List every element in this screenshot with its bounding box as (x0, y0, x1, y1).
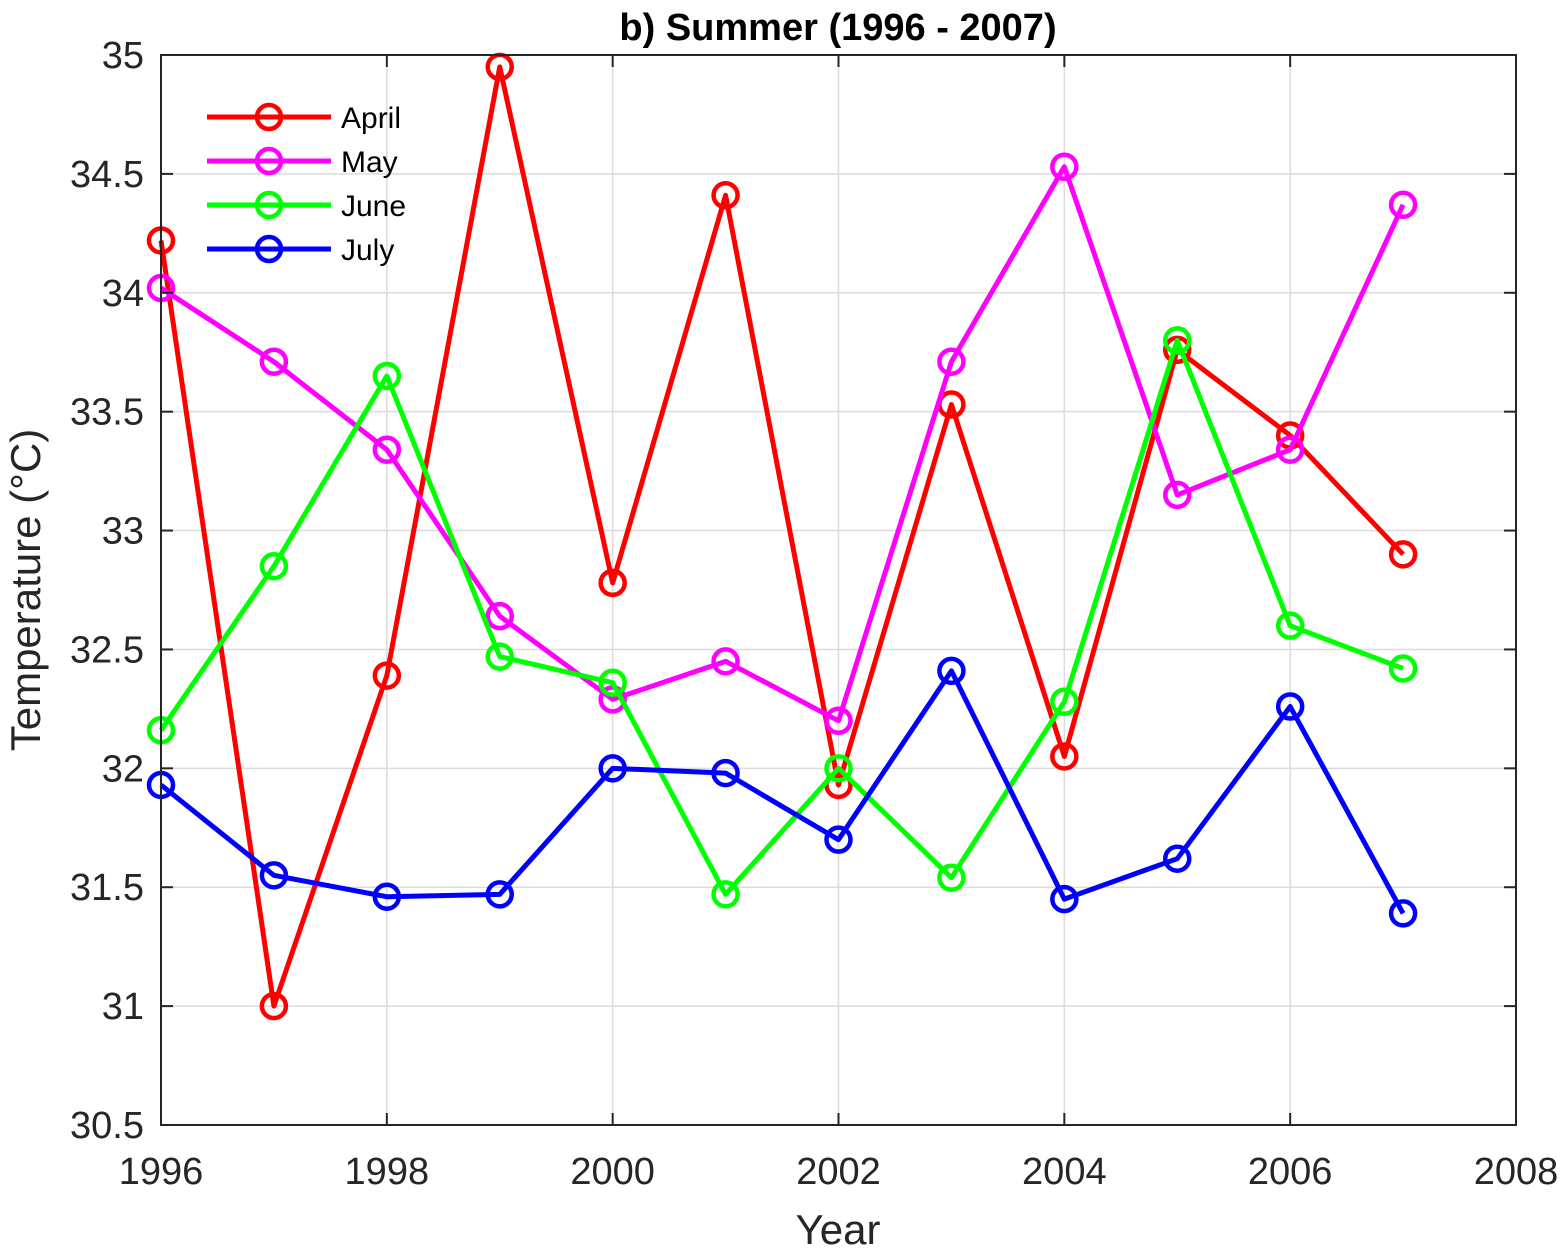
data-point-april-2000 (598, 568, 627, 598)
legend-item-july: July (207, 234, 394, 267)
x-tick-label-2: 2000 (570, 1151, 655, 1193)
y-tick-label-1: 31 (102, 986, 144, 1028)
series-line-may (159, 164, 1406, 724)
x-tick-label-3: 2002 (796, 1151, 881, 1193)
y-tick-label-6: 33.5 (70, 392, 144, 434)
series-line-april (158, 64, 1405, 1009)
series-july (146, 656, 1418, 928)
axis-ticks: 1996 1998 2000 2002 2004 2006 2008 30.5 31 31.5 32… (70, 35, 1558, 1193)
data-point-july-2002 (824, 825, 853, 854)
data-point-april-1997 (259, 991, 289, 1021)
y-tick-label-9: 35 (102, 35, 144, 77)
legend-marker-june (254, 190, 284, 220)
legend-marker-july (254, 234, 284, 264)
data-point-may-1998 (372, 435, 402, 464)
data-point-may-1997 (259, 347, 289, 376)
y-tick-label-7: 34 (102, 273, 144, 315)
legend-item-may: May (207, 146, 398, 179)
series-line-july (159, 668, 1406, 915)
y-tick-label-0: 30.5 (70, 1105, 144, 1147)
data-point-june-2002 (824, 754, 853, 783)
data-point-april-2001 (711, 181, 740, 210)
x-tick-label-1: 1998 (345, 1151, 430, 1193)
data-point-july-1997 (259, 861, 289, 890)
y-axis-label: Temperature (°C) (2, 429, 49, 752)
legend-item-april: April (207, 102, 401, 135)
data-point-april-2007 (1388, 540, 1418, 569)
data-point-july-2006 (1275, 692, 1305, 721)
data-point-may-2006 (1275, 435, 1305, 464)
data-point-july-2005 (1163, 844, 1192, 873)
data-point-june-2005 (1163, 326, 1192, 355)
data-point-may-2005 (1163, 480, 1192, 510)
data-point-june-2003 (937, 863, 966, 892)
data-point-may-1999 (485, 601, 514, 631)
y-tick-label-5: 33 (102, 511, 144, 553)
legend-marker-may (254, 146, 284, 176)
data-point-june-2000 (598, 668, 627, 697)
x-tick-label-5: 2006 (1248, 1151, 1333, 1193)
legend-label-july: July (341, 234, 394, 267)
data-point-april-1998 (372, 661, 402, 690)
chart-title: b) Summer (1996 - 2007) (619, 7, 1056, 49)
legend-label-april: April (341, 102, 401, 135)
data-point-june-2004 (1050, 687, 1079, 717)
data-point-may-2002 (824, 706, 853, 736)
data-point-may-2001 (711, 647, 740, 676)
x-axis-label: Year (796, 1206, 881, 1249)
data-point-june-1998 (372, 361, 402, 391)
x-tick-label-0: 1996 (119, 1151, 204, 1193)
data-point-july-1998 (372, 882, 402, 911)
data-point-june-2001 (711, 880, 740, 909)
y-tick-label-2: 31.5 (70, 867, 144, 909)
data-point-may-2003 (937, 347, 966, 376)
y-tick-label-3: 32 (102, 748, 144, 790)
data-point-june-2006 (1275, 611, 1305, 640)
legend-label-may: May (341, 146, 398, 179)
data-point-may-2007 (1388, 190, 1418, 220)
data-point-july-2003 (937, 656, 966, 686)
x-tick-label-4: 2004 (1022, 1151, 1107, 1193)
legend-label-june: June (341, 190, 406, 223)
data-point-april-2004 (1050, 742, 1079, 771)
legend: April May June July (207, 102, 406, 267)
data-point-july-2007 (1388, 899, 1418, 928)
legend-marker-april (254, 102, 284, 132)
y-tick-label-4: 32.5 (70, 629, 144, 671)
data-point-july-2001 (711, 758, 740, 788)
data-point-june-1997 (259, 551, 289, 581)
data-point-july-1999 (485, 880, 514, 909)
legend-item-june: June (207, 190, 406, 223)
data-point-june-2007 (1388, 654, 1418, 683)
data-point-july-2004 (1050, 884, 1079, 914)
x-tick-label-6: 2008 (1474, 1151, 1559, 1193)
data-point-june-1999 (485, 642, 514, 671)
data-point-july-2000 (598, 754, 627, 783)
data-point-may-2004 (1050, 152, 1079, 182)
y-tick-label-8: 34.5 (70, 154, 144, 196)
series-line-june (158, 337, 1404, 897)
